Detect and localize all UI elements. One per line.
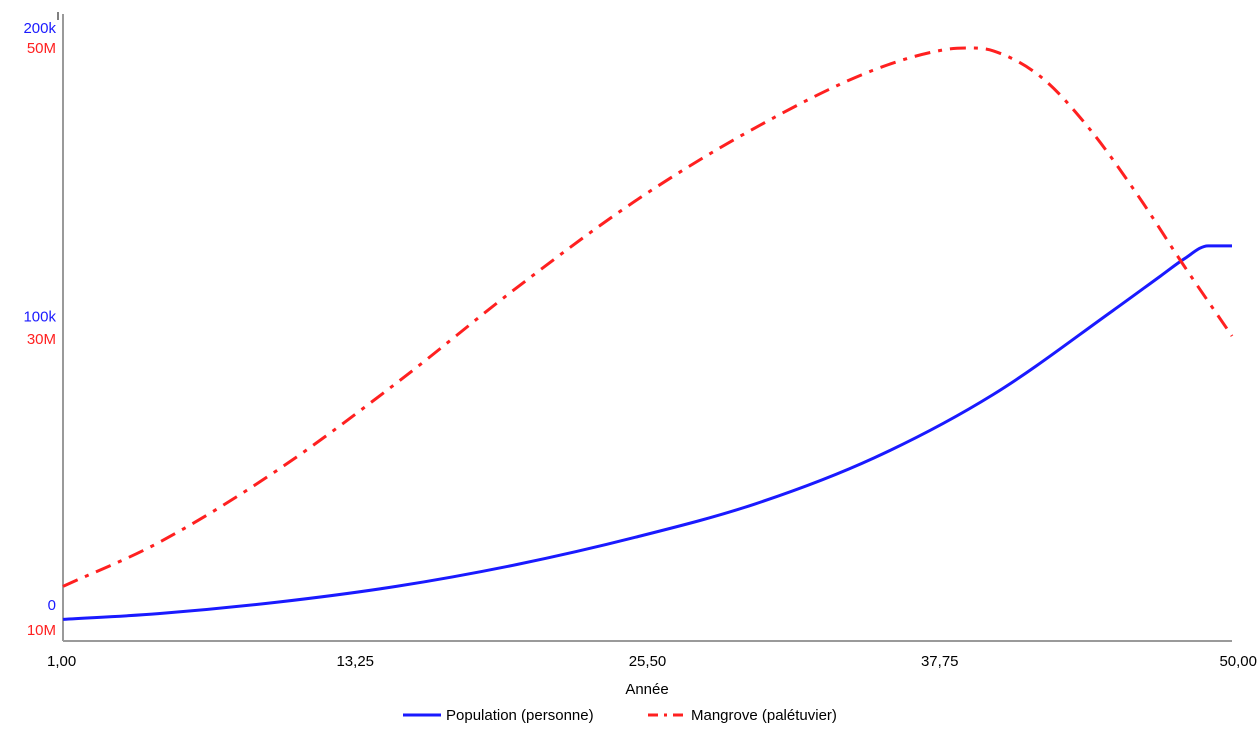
legend-label-mangrove: Mangrove (palétuvier) — [691, 707, 837, 724]
population-series-line — [62, 244, 1232, 621]
x-axis-title: Année — [625, 681, 668, 698]
mangrove-series-line — [62, 46, 1234, 588]
legend-label-population: Population (personne) — [446, 707, 594, 724]
legend: Population (personne) Mangrove (palétuvie… — [403, 707, 837, 724]
y-tick-label: 30M — [27, 331, 56, 348]
y-tick-label: 100k — [23, 309, 56, 326]
y-tick-label: 10M — [27, 622, 56, 639]
x-tick-label: 13,25 — [336, 653, 374, 670]
tick-labels: 0 100k 200k 10M 30M 50M 1,00 13,25 25,50 37,75 50,… — [23, 20, 1257, 670]
y-tick-label: 50M — [27, 40, 56, 57]
series-lines — [62, 46, 1234, 621]
x-tick-label: 25,50 — [629, 653, 667, 670]
x-tick-label: 37,75 — [921, 653, 959, 670]
y-tick-label: 200k — [23, 20, 56, 37]
y-tick-label: 0 — [48, 597, 56, 614]
x-tick-label: 1,00 — [47, 653, 76, 670]
x-tick-label: 50,00 — [1219, 653, 1257, 670]
axes — [57, 12, 1232, 642]
